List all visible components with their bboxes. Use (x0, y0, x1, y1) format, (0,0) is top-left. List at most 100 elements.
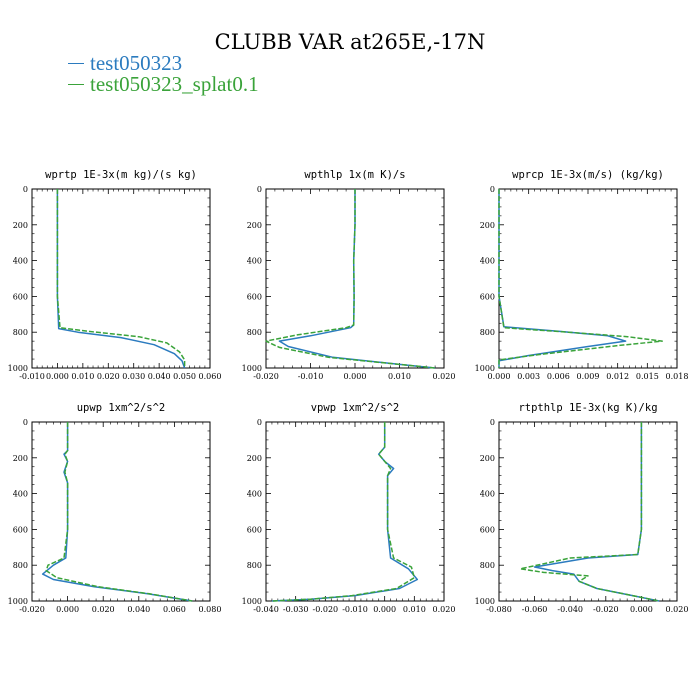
y-tick-label: 600 (247, 525, 262, 534)
x-tick-label: 0.010 (388, 372, 411, 381)
x-tick-label: -0.020 (19, 605, 45, 614)
x-tick-label: -0.080 (486, 605, 512, 614)
y-tick-label: 200 (13, 454, 28, 463)
series-line-test050323 (41, 422, 193, 602)
series-line-splat (498, 189, 663, 368)
y-tick-label: 600 (13, 292, 28, 301)
x-tick-label: 0.040 (148, 372, 171, 381)
y-tick-label: 200 (247, 221, 262, 230)
series-line-splat (265, 189, 436, 369)
panel-title: upwp 1xm^2/s^2 (77, 402, 166, 414)
plot-frame (498, 421, 678, 602)
plot-frame (265, 421, 445, 602)
x-tick-label: 0.012 (606, 372, 629, 381)
legend-line-icon (68, 62, 84, 64)
y-tick-label: 0 (490, 185, 495, 194)
y-tick-label: 1000 (8, 597, 28, 606)
panel-4: upwp 1xm^2/s^2 -0.020 0.000 0.020 0.040 0.060… (8, 402, 222, 614)
y-tick-label: 400 (13, 257, 28, 266)
series-line-test050323 (533, 422, 660, 602)
y-tick-label: 1000 (475, 364, 495, 373)
plot-frame (31, 188, 211, 369)
y-tick-label: 800 (480, 561, 495, 570)
x-tick-label: 0.000 (46, 372, 69, 381)
y-tick-label: 0 (490, 418, 495, 427)
panel-title: vpwp 1xm^2/s^2 (311, 402, 400, 414)
y-tick-label: 400 (480, 490, 495, 499)
legend-label: test050323 (90, 51, 183, 75)
series-line-splat (45, 422, 193, 602)
y-tick-label: 0 (23, 185, 28, 194)
legend-entry-splat: test050323_splat0.1 (68, 72, 259, 97)
panel-title: wprcp 1E-3x(m/s) (kg/kg) (512, 169, 664, 181)
x-tick-label: -0.010 (298, 372, 324, 381)
x-tick-label: 0.080 (199, 605, 222, 614)
x-tick-label: 0.000 (630, 605, 653, 614)
y-tick-label: 600 (247, 292, 262, 301)
x-tick-label: 0.000 (344, 372, 367, 381)
y-tick-label: 800 (247, 561, 262, 570)
x-tick-label: 0.018 (666, 372, 689, 381)
y-tick-label: 200 (480, 454, 495, 463)
series-line-test050323 (498, 189, 627, 368)
panel-3: wprcp 1E-3x(m/s) (kg/kg) 0.000 0.003 0.006 0… (475, 169, 689, 381)
y-tick-label: 800 (480, 328, 495, 337)
y-tick-label: 0 (257, 185, 262, 194)
x-tick-label: 0.050 (173, 372, 196, 381)
x-tick-label: 0.000 (488, 372, 511, 381)
plot-frame (498, 188, 678, 369)
y-tick-label: 800 (13, 561, 28, 570)
y-tick-label: 200 (13, 221, 28, 230)
series-line-test050323 (271, 422, 419, 602)
series-line-splat (56, 189, 186, 368)
x-tick-label: 0.060 (163, 605, 186, 614)
x-tick-label: 0.006 (547, 372, 570, 381)
y-tick-label: 200 (247, 454, 262, 463)
y-tick-label: 800 (247, 328, 262, 337)
x-tick-label: 0.020 (666, 605, 689, 614)
x-tick-label: 0.010 (403, 605, 426, 614)
x-tick-label: -0.010 (19, 372, 45, 381)
x-tick-label: 0.020 (97, 372, 120, 381)
y-tick-label: 400 (247, 490, 262, 499)
panel-6: rtpthlp 1E-3x(kg K)/kg -0.080 -0.060 -0.040… (475, 402, 689, 614)
panel-title: wpthlp 1x(m K)/s (304, 169, 405, 181)
x-tick-label: 0.020 (433, 372, 456, 381)
series-line-test050323 (278, 189, 436, 369)
x-tick-label: 0.003 (517, 372, 540, 381)
panel-5: vpwp 1xm^2/s^2 -0.040 -0.030 -0.020 -0.010 0.… (242, 402, 456, 614)
series-line-splat (519, 422, 660, 602)
y-tick-label: 600 (480, 292, 495, 301)
y-tick-label: 1000 (242, 364, 262, 373)
y-tick-label: 200 (480, 221, 495, 230)
legend-entry-test050323: test050323 (68, 51, 182, 76)
panel-2: wpthlp 1x(m K)/s -0.020 -0.010 0.000 0.010 0.… (242, 169, 456, 381)
x-tick-label: -0.030 (283, 605, 309, 614)
panel-title: rtpthlp 1E-3x(kg K)/kg (518, 402, 657, 414)
y-tick-label: 400 (13, 490, 28, 499)
x-tick-label: -0.010 (342, 605, 368, 614)
panel-title: wprtp 1E-3x(m kg)/(s kg) (45, 169, 197, 181)
y-tick-label: 0 (257, 418, 262, 427)
x-tick-label: 0.020 (433, 605, 456, 614)
panel-1: wprtp 1E-3x(m kg)/(s kg) -0.010 0.000 0.010… (8, 169, 222, 381)
x-tick-label: 0.020 (92, 605, 115, 614)
y-tick-label: 1000 (475, 597, 495, 606)
x-tick-label: 0.010 (71, 372, 94, 381)
x-tick-label: -0.020 (313, 605, 339, 614)
x-tick-label: 0.009 (577, 372, 600, 381)
x-tick-label: -0.060 (522, 605, 548, 614)
x-tick-label: -0.020 (253, 372, 279, 381)
x-tick-label: -0.040 (557, 605, 583, 614)
x-tick-label: 0.030 (122, 372, 145, 381)
y-tick-label: 1000 (242, 597, 262, 606)
plot-frame (31, 421, 211, 602)
series-line-test050323 (56, 189, 186, 369)
y-tick-label: 0 (23, 418, 28, 427)
x-tick-label: 0.060 (199, 372, 222, 381)
y-tick-label: 400 (480, 257, 495, 266)
series-line-splat (271, 422, 416, 602)
y-tick-label: 600 (13, 525, 28, 534)
legend-line-icon (68, 83, 84, 85)
